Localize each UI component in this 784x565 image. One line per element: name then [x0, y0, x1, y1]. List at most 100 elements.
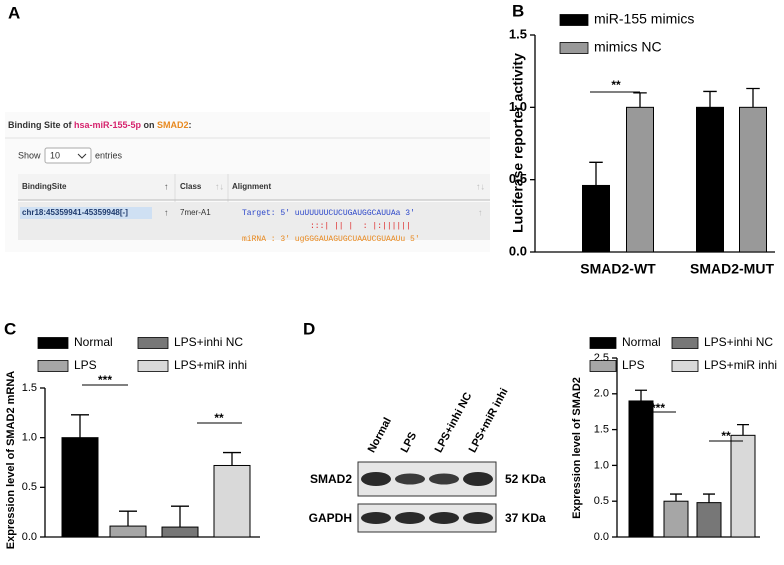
- lane-label: Normal: [366, 416, 394, 455]
- legend-label: LPS: [74, 358, 97, 372]
- legend-label: LPS: [622, 358, 645, 372]
- band: [361, 512, 391, 524]
- bar: [730, 434, 756, 538]
- mirna-name: hsa-miR-155-5p: [74, 120, 142, 130]
- error-bar: [223, 451, 241, 466]
- western-blot: Normal LPS LPS+inhi NC LPS+miR inhi SMAD…: [309, 386, 546, 533]
- protein-label: GAPDH: [309, 511, 352, 525]
- column-header[interactable]: Alignment: [232, 182, 271, 191]
- band: [395, 473, 425, 485]
- y-axis-label: Expression level of SMAD2 mRNA: [5, 371, 17, 550]
- panel-label: D: [303, 319, 315, 338]
- bar: [696, 106, 724, 253]
- y-tick-label: 0.0: [509, 243, 527, 258]
- table-title: Binding Site of hsa-miR-155-5p on SMAD2:: [8, 120, 192, 130]
- show-label: Show: [18, 150, 41, 160]
- error-bar: [703, 90, 717, 108]
- page-size-value: 10: [50, 150, 60, 160]
- mirna-sequence: miRNA : 3' ugGGGAUAGUGCUAAUCGUAAUu 5': [242, 235, 420, 244]
- sort-icon: ↑↓: [476, 181, 485, 191]
- legend-label: mimics NC: [594, 39, 662, 55]
- band: [361, 472, 391, 486]
- legend-swatch: [137, 360, 169, 372]
- significance-label: **: [611, 78, 621, 92]
- error-bar: [171, 505, 189, 528]
- y-tick-label: 1.0: [509, 99, 527, 114]
- column-header[interactable]: Class: [180, 182, 202, 191]
- bar: [628, 400, 654, 538]
- legend-swatch: [37, 360, 69, 372]
- sort-icon: ↑: [164, 207, 169, 217]
- x-tick-label: SMAD2-WT: [580, 261, 656, 277]
- y-tick-label: 1.0: [22, 432, 37, 444]
- bar: [161, 526, 199, 538]
- page-size-select[interactable]: [44, 147, 92, 164]
- y-tick-label: 0.0: [22, 531, 37, 543]
- legend-swatch: [671, 360, 699, 372]
- y-axis-label: Luciferase reporter activity: [510, 53, 526, 233]
- significance-label: ***: [98, 373, 112, 387]
- legend-swatch: [137, 337, 169, 349]
- bar: [626, 106, 654, 253]
- bar: [213, 464, 251, 538]
- legend-label: LPS+inhi NC: [704, 335, 773, 349]
- legend-label: LPS+miR inhi: [704, 358, 777, 372]
- legend-swatch: [671, 337, 699, 349]
- y-tick-label: 0.5: [22, 481, 37, 493]
- significance-label: **: [214, 411, 224, 425]
- error-bar: [119, 510, 137, 527]
- y-tick-label: 0.0: [594, 531, 609, 543]
- entries-label: entries: [95, 150, 123, 160]
- band: [429, 512, 459, 524]
- panel-label: B: [512, 1, 524, 20]
- legend-swatch: [589, 337, 617, 349]
- legend-swatch: [559, 42, 589, 54]
- band: [463, 472, 493, 486]
- header-row: [18, 174, 490, 200]
- band: [463, 512, 493, 524]
- target-sequence: Target: 5' uuUUUUUCUCUGAUGGCAUUAa 3': [242, 209, 415, 218]
- error-bar: [737, 423, 749, 436]
- title-text: Binding Site of: [8, 120, 74, 130]
- panel-label: C: [4, 319, 16, 338]
- bar: [61, 437, 99, 538]
- x-tick-label: SMAD2-MUT: [690, 261, 774, 277]
- sort-icon: ↑: [478, 207, 483, 217]
- binding-table: Binding Site of hsa-miR-155-5p on SMAD2:…: [5, 112, 490, 252]
- title-text: :: [189, 120, 192, 130]
- panel-label: A: [8, 3, 20, 22]
- band: [429, 473, 459, 485]
- sort-icon: ↑: [164, 181, 169, 191]
- bar: [696, 502, 722, 538]
- y-tick-label: 1.5: [509, 26, 527, 41]
- y-axis-label: Expression level of SMAD2: [571, 377, 583, 519]
- column-header[interactable]: BindingSite: [22, 182, 67, 191]
- pairing: :::| || | : |:||||||: [310, 222, 411, 231]
- y-tick-label: 1.5: [22, 382, 37, 394]
- bar: [739, 106, 767, 253]
- binding-site: chr18:45359941-45359948[-]: [22, 208, 128, 217]
- title-text: on: [141, 120, 157, 130]
- error-bar: [635, 389, 647, 401]
- bar: [663, 500, 689, 538]
- legend-swatch: [559, 14, 589, 26]
- y-tick-label: 1.5: [594, 424, 609, 436]
- legend-label: Normal: [622, 335, 661, 349]
- legend-label: LPS+miR inhi: [174, 358, 247, 372]
- size-label: 37 KDa: [505, 511, 546, 525]
- select-caret: [77, 153, 87, 159]
- sort-icon: ↑↓: [215, 181, 224, 191]
- y-tick-label: 0.5: [594, 495, 609, 507]
- protein-label: SMAD2: [310, 472, 352, 486]
- y-tick-label: 2.0: [594, 388, 609, 400]
- site-class: 7mer-A1: [180, 208, 211, 217]
- gene-name: SMAD2: [157, 120, 189, 130]
- y-tick-label: 1.0: [594, 459, 609, 471]
- error-bar: [746, 87, 760, 108]
- legend-label: Normal: [74, 335, 113, 349]
- bar: [582, 184, 610, 253]
- lane-label: LPS: [399, 430, 420, 455]
- error-bar: [633, 92, 647, 108]
- significance-label: ***: [651, 401, 665, 415]
